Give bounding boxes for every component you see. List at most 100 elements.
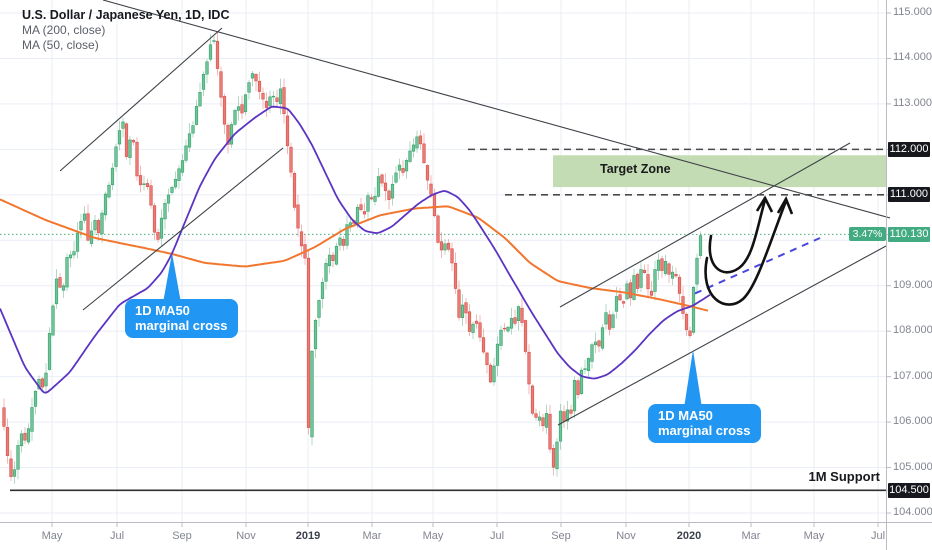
candle-body <box>75 232 80 252</box>
candle-body <box>527 351 531 385</box>
candle-body <box>355 206 360 224</box>
ma50-legend[interactable]: MA (50, close) <box>22 38 99 52</box>
candle-body <box>72 251 76 256</box>
candle-body <box>394 172 398 183</box>
time-axis[interactable]: May Jul Sep Nov 2019 Mar May Jul Sep Nov 2020 Mar Ma… <box>0 522 932 550</box>
candle-body <box>590 344 594 362</box>
candle-body <box>306 257 311 428</box>
price-axis-label: 106.000 <box>893 415 932 428</box>
candle-body <box>551 448 556 468</box>
time-axis-label: May <box>803 530 825 542</box>
candle-body <box>114 146 118 167</box>
time-axis-label: Mar <box>741 530 761 542</box>
candle-body <box>625 283 629 300</box>
candle-body <box>138 175 143 186</box>
callout-ma50-cross-2[interactable]: 1D MA50 marginal cross <box>648 404 761 443</box>
candle-body <box>100 212 104 234</box>
candle-body <box>212 40 216 42</box>
candle-body <box>639 269 643 288</box>
candle-body <box>289 146 293 173</box>
candle-body <box>261 92 265 100</box>
candle-body <box>229 124 234 145</box>
callout-tail <box>163 253 181 303</box>
time-axis-label: 2019 <box>295 530 321 542</box>
candle-body <box>219 71 223 98</box>
price-level-badge: 111.000 <box>888 187 930 203</box>
candle-body <box>177 168 181 181</box>
price-axis-label: 108.000 <box>893 324 932 337</box>
candle-body <box>30 407 34 432</box>
candle-body <box>492 365 496 383</box>
time-axis-label: Sep <box>551 530 571 542</box>
candle-body <box>317 300 321 318</box>
candle-body <box>506 326 510 332</box>
ma50-projection-line <box>694 237 821 295</box>
candle-body <box>194 106 199 125</box>
candle-body <box>464 302 468 314</box>
candle-body <box>656 259 661 271</box>
price-axis-label: 104.000 <box>893 506 932 518</box>
candle-body <box>9 458 13 477</box>
candle-body <box>520 307 524 323</box>
candle-body <box>443 243 447 251</box>
candle-body <box>166 194 171 204</box>
candle-body <box>621 301 626 304</box>
candle-body <box>373 195 377 202</box>
callout-ma50-cross-1[interactable]: 1D MA50 marginal cross <box>125 299 238 338</box>
candle-body <box>383 182 388 191</box>
candle-body <box>156 232 160 240</box>
candle-body <box>523 320 528 352</box>
candle-body <box>632 275 636 300</box>
candle-body <box>40 378 45 388</box>
time-axis-label: May <box>422 530 444 542</box>
symbol-title[interactable]: U.S. Dollar / Japanese Yen, 1D, IDC <box>22 8 230 22</box>
candle-body <box>499 329 503 346</box>
swoosh-arrow <box>708 198 767 274</box>
candle-body <box>257 80 262 92</box>
ma200-legend[interactable]: MA (200, close) <box>22 23 106 37</box>
candle-body <box>660 258 664 271</box>
candle-body <box>215 40 220 69</box>
candle-body <box>593 341 598 346</box>
candle-body <box>348 222 353 226</box>
price-axis[interactable]: 115.000 114.000 113.000 109.000 108.000 107.0… <box>886 0 932 522</box>
candle-body <box>247 82 251 93</box>
candle-body <box>555 441 559 470</box>
candle-body <box>341 239 346 246</box>
candle-body <box>292 172 297 208</box>
candle-body <box>299 231 304 247</box>
candle-body <box>534 413 538 418</box>
candle-body <box>376 176 381 197</box>
time-axis-label: Nov <box>616 530 636 542</box>
candle-body <box>579 369 584 394</box>
price-axis-label: 105.000 <box>893 460 932 473</box>
candle-body <box>457 289 461 318</box>
candle-body <box>478 322 482 338</box>
candle-body <box>135 141 139 177</box>
price-axis-label: 113.000 <box>893 96 932 109</box>
candle-body <box>670 271 675 279</box>
candle-body <box>635 273 640 289</box>
candle-body <box>327 254 332 267</box>
candle-body <box>530 385 535 414</box>
candle-body <box>12 469 17 477</box>
candle-body <box>296 204 300 229</box>
candle-body <box>663 261 668 274</box>
callout-tail <box>684 350 702 408</box>
candle-body <box>184 145 188 161</box>
candle-body <box>117 130 122 145</box>
trendline-descending-resistance <box>102 0 891 219</box>
candle-body <box>313 319 318 350</box>
candle-body <box>583 368 587 370</box>
candle-body <box>65 257 69 288</box>
trendline-ascending-left-upper <box>59 27 223 172</box>
candle-body <box>397 164 402 171</box>
candle-body <box>691 286 696 333</box>
candle-body <box>334 245 339 265</box>
time-axis-label: Jul <box>870 530 886 542</box>
candle-body <box>338 237 342 246</box>
candle-body <box>173 178 178 188</box>
candle-body <box>278 88 283 105</box>
candle-body <box>47 332 52 370</box>
